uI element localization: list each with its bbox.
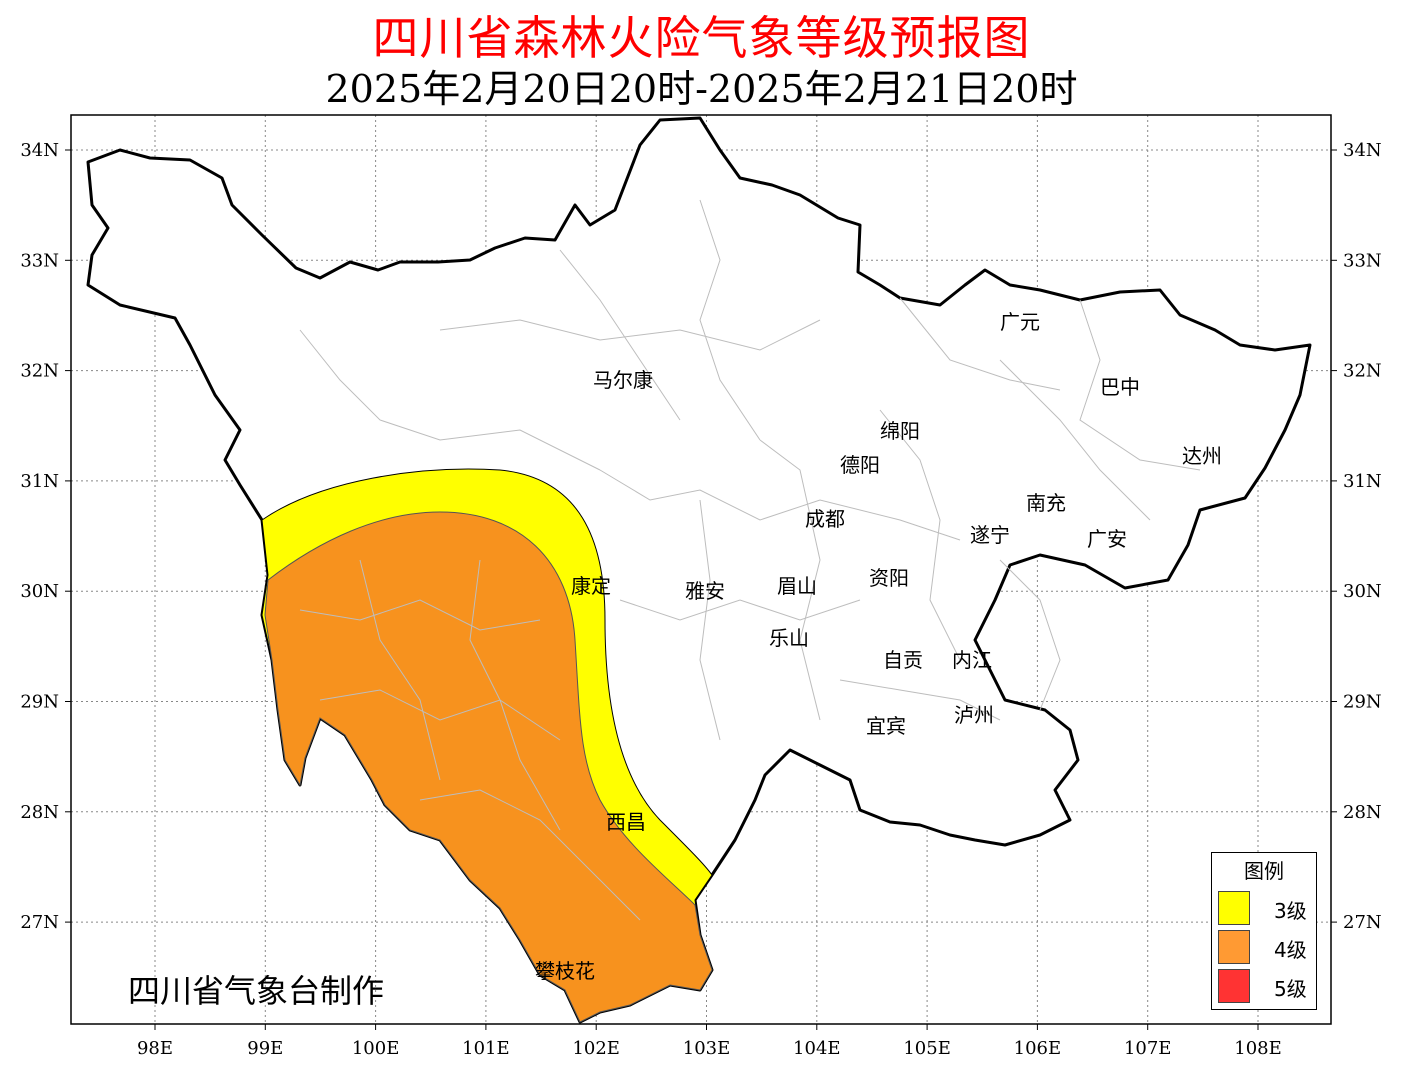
lon-tick-label: 98E (137, 1038, 173, 1059)
lat-tick-label-left: 33N (20, 250, 59, 271)
city-label: 遂宁 (970, 523, 1010, 547)
city-label: 宜宾 (866, 714, 906, 738)
lat-tick-label-left: 27N (20, 912, 59, 933)
legend-swatch-level3 (1218, 891, 1250, 925)
lat-tick-label-right: 31N (1343, 471, 1382, 492)
city-label: 攀枝花 (535, 959, 595, 983)
legend-label-level4: 4级 (1274, 938, 1307, 962)
city-label: 自贡 (883, 648, 923, 672)
lat-tick-label-right: 34N (1343, 140, 1382, 161)
city-label: 康定 (571, 574, 611, 598)
city-label: 广元 (1000, 310, 1040, 334)
map-title: 四川省森林火险气象等级预报图 (372, 11, 1031, 65)
lat-tick-label-left: 32N (20, 361, 59, 382)
legend-swatch-level4 (1218, 930, 1250, 964)
lon-tick-label: 105E (903, 1038, 951, 1059)
lon-tick-label: 103E (683, 1038, 731, 1059)
city-label: 绵阳 (880, 419, 920, 443)
county-boundaries (299, 199, 1201, 921)
city-label: 德阳 (840, 453, 880, 477)
lon-tick-label: 101E (462, 1038, 510, 1059)
city-label: 达州 (1182, 444, 1222, 468)
city-label: 泸州 (954, 703, 994, 727)
lat-tick-label-right: 32N (1343, 361, 1382, 382)
legend-label-level5: 5级 (1274, 977, 1307, 1001)
lat-tick-label-left: 28N (20, 802, 59, 823)
city-label: 南充 (1026, 491, 1066, 515)
lat-tick-label-left: 30N (20, 581, 59, 602)
credit-text: 四川省气象台制作 (128, 972, 385, 1010)
city-label: 西昌 (606, 810, 646, 834)
city-label: 乐山 (769, 626, 809, 650)
legend-label-level3: 3级 (1274, 899, 1307, 923)
lat-tick-label-right: 33N (1343, 250, 1382, 271)
city-label: 马尔康 (593, 368, 653, 392)
lat-tick-label-right: 27N (1343, 912, 1382, 933)
legend-swatch-level5 (1218, 969, 1250, 1003)
legend-item-level4: 4级 (1218, 930, 1314, 964)
city-label: 内江 (952, 648, 992, 672)
city-label: 眉山 (777, 574, 817, 598)
fire-level-4-zone (264, 511, 713, 1023)
lon-tick-label: 108E (1234, 1038, 1282, 1059)
city-label: 雅安 (685, 579, 725, 603)
legend-item-level5: 5级 (1218, 969, 1314, 1003)
city-label: 广安 (1087, 527, 1127, 551)
map-frame (70, 114, 1332, 1025)
city-label: 巴中 (1100, 375, 1140, 399)
lat-tick-label-left: 29N (20, 692, 59, 713)
legend-item-level3: 3级 (1218, 891, 1314, 925)
city-label: 成都 (805, 507, 845, 531)
legend-box: 图例 3级 4级 5级 (1211, 852, 1317, 1010)
lat-tick-label-right: 28N (1343, 802, 1382, 823)
map-subtitle: 2025年2月20日20时-2025年2月21日20时 (325, 67, 1078, 111)
lon-tick-label: 106E (1014, 1038, 1062, 1059)
lon-tick-label: 99E (247, 1038, 283, 1059)
lat-tick-label-right: 30N (1343, 581, 1382, 602)
lon-tick-label: 100E (352, 1038, 400, 1059)
legend-title: 图例 (1244, 859, 1284, 883)
lat-tick-label-right: 29N (1343, 692, 1382, 713)
lon-tick-label: 107E (1124, 1038, 1172, 1059)
lon-tick-label: 104E (793, 1038, 841, 1059)
city-label: 资阳 (869, 566, 909, 590)
lat-tick-label-left: 31N (20, 471, 59, 492)
lat-tick-label-left: 34N (20, 140, 59, 161)
lon-tick-label: 102E (572, 1038, 620, 1059)
